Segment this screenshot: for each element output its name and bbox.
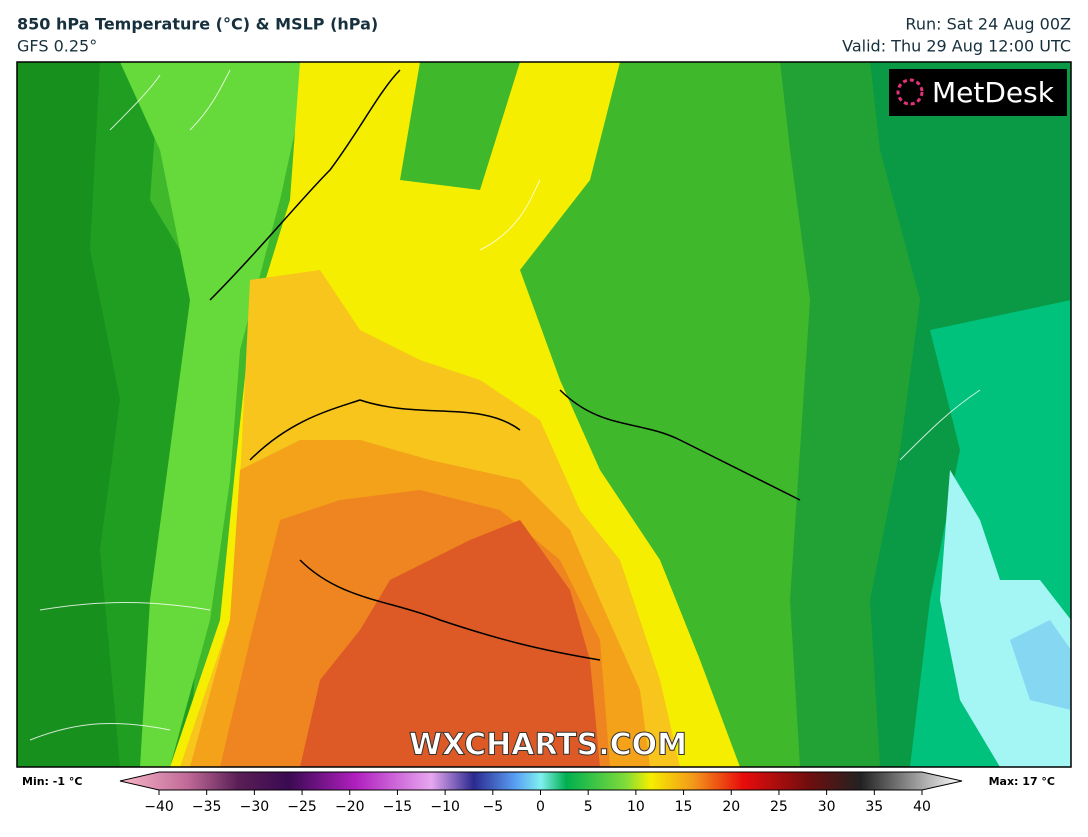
hottest-region bbox=[300, 520, 600, 767]
watermark: WXCHARTS.COM bbox=[409, 728, 687, 763]
colorbar-tick-label: 40 bbox=[913, 799, 931, 815]
coldest-region bbox=[1010, 620, 1071, 710]
isobar bbox=[29, 69, 981, 741]
colorbar-tick-label: 5 bbox=[584, 799, 593, 815]
colorbar-tick-label: 0 bbox=[536, 799, 545, 815]
colorbar-tick-label: −30 bbox=[240, 799, 270, 815]
colorbar-tick-label: 25 bbox=[770, 799, 788, 815]
colorbar-tick-label: 30 bbox=[818, 799, 836, 815]
run: Run: Sat 24 Aug 00Z bbox=[905, 15, 1071, 34]
colorbar-tick-label: 10 bbox=[627, 799, 645, 815]
colorbar-tick-label: −25 bbox=[287, 799, 317, 815]
colorbar-max: Max: 17 °C bbox=[989, 775, 1055, 788]
colorbar-tick-label: −5 bbox=[482, 799, 503, 815]
colorbar-min: Min: -1 °C bbox=[22, 775, 82, 788]
colorbar-tick-label: 35 bbox=[865, 799, 883, 815]
colorbar-tick-label: 15 bbox=[675, 799, 693, 815]
logo: MetDesk bbox=[932, 76, 1055, 109]
logo-icon bbox=[896, 78, 924, 106]
colorbar-tick-label: −35 bbox=[192, 799, 222, 815]
coastline bbox=[209, 69, 801, 661]
map: MetDesk WXCHARTS.COM bbox=[17, 62, 1071, 767]
colorbar bbox=[119, 771, 963, 791]
cool-region bbox=[17, 62, 120, 767]
colorbar-tick-label: −20 bbox=[335, 799, 365, 815]
title: 850 hPa Temperature (°C) & MSLP (hPa) bbox=[17, 15, 378, 34]
colorbar-ticks: −40 −35 −30 −25 −20 −15 −10 −5 0 5 10 15 20 25 30 35 40 bbox=[144, 790, 931, 815]
colorbar-tick-label: 20 bbox=[722, 799, 740, 815]
colorbar-tick-label: −40 bbox=[144, 799, 174, 815]
map-frame bbox=[16, 61, 1072, 768]
model: GFS 0.25° bbox=[17, 37, 97, 56]
colorbar-tick-label: −10 bbox=[430, 799, 460, 815]
colorbar-tick-label: −15 bbox=[383, 799, 413, 815]
valid: Valid: Thu 29 Aug 12:00 UTC bbox=[842, 37, 1071, 56]
mild-region bbox=[120, 62, 310, 767]
logo-box bbox=[889, 69, 1067, 116]
